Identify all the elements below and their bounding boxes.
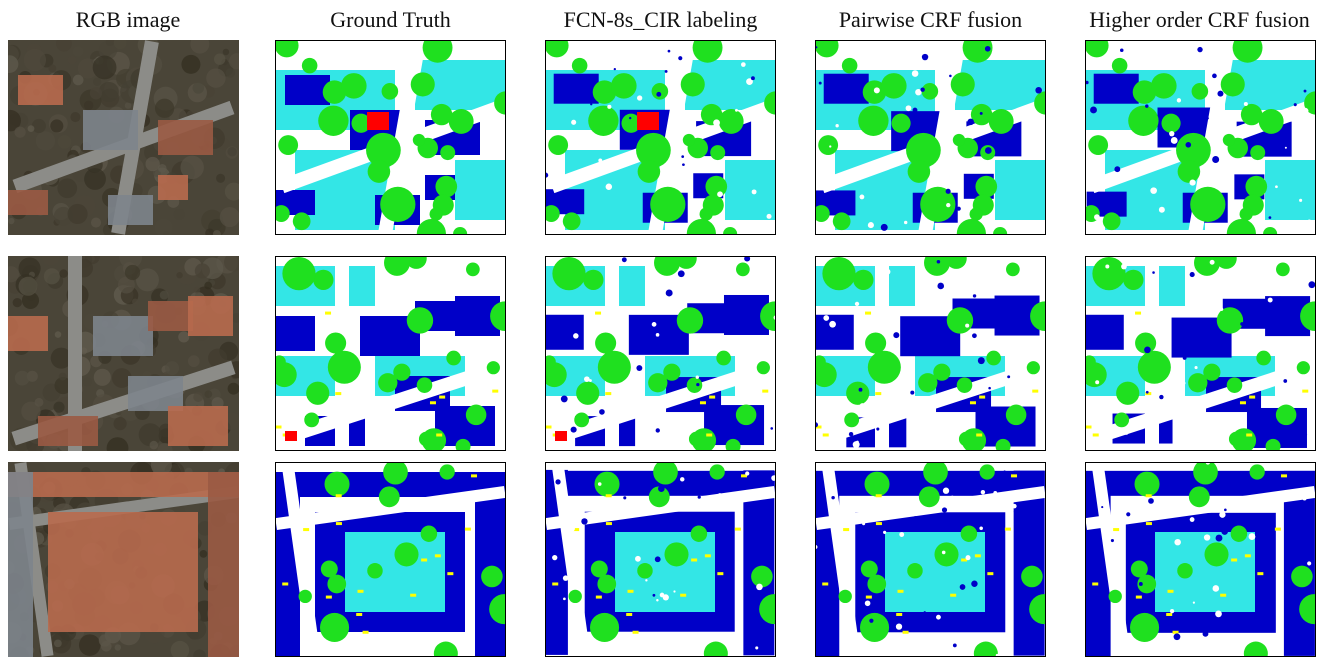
pairwise-crf-panel-row-3 bbox=[815, 462, 1046, 657]
fcn-labeling-panel-row-3 bbox=[545, 462, 776, 657]
ground-truth-panel-row-2 bbox=[275, 256, 506, 451]
col-title-pairwise: Pairwise CRF fusion bbox=[838, 7, 1023, 32]
segmentation-map bbox=[815, 256, 1046, 451]
segmentation-map bbox=[545, 462, 776, 657]
rgb-image-panel-row-2 bbox=[8, 256, 239, 451]
segmentation-map bbox=[545, 40, 776, 235]
aerial-photo bbox=[8, 256, 239, 451]
segmentation-map bbox=[815, 462, 1046, 657]
higher-order-crf-panel-row-2 bbox=[1085, 256, 1316, 451]
segmentation-map bbox=[275, 256, 506, 451]
pairwise-crf-panel-row-2 bbox=[815, 256, 1046, 451]
segmentation-map bbox=[1085, 256, 1316, 451]
col-title-fcn: FCN-8s_CIR labeling bbox=[563, 7, 758, 32]
rgb-image-panel-row-1 bbox=[8, 40, 239, 235]
higher-order-crf-panel-row-1 bbox=[1085, 40, 1316, 235]
ground-truth-panel-row-1 bbox=[275, 40, 506, 235]
col-title-rgb: RGB image bbox=[75, 7, 181, 32]
segmentation-map bbox=[275, 40, 506, 235]
col-title-higher-order: Higher order CRF fusion bbox=[1089, 7, 1310, 32]
ground-truth-panel-row-3 bbox=[275, 462, 506, 657]
segmentation-map bbox=[1085, 40, 1316, 235]
rgb-image-panel-row-3 bbox=[8, 462, 239, 657]
aerial-photo bbox=[8, 40, 239, 235]
higher-order-crf-panel-row-3 bbox=[1085, 462, 1316, 657]
segmentation-map bbox=[275, 462, 506, 657]
aerial-photo bbox=[8, 462, 239, 657]
fcn-labeling-panel-row-2 bbox=[545, 256, 776, 451]
col-title-ground-truth: Ground Truth bbox=[330, 7, 451, 32]
segmentation-map bbox=[1085, 462, 1316, 657]
fcn-labeling-panel-row-1 bbox=[545, 40, 776, 235]
segmentation-map bbox=[815, 40, 1046, 235]
segmentation-map bbox=[545, 256, 776, 451]
pairwise-crf-panel-row-1 bbox=[815, 40, 1046, 235]
